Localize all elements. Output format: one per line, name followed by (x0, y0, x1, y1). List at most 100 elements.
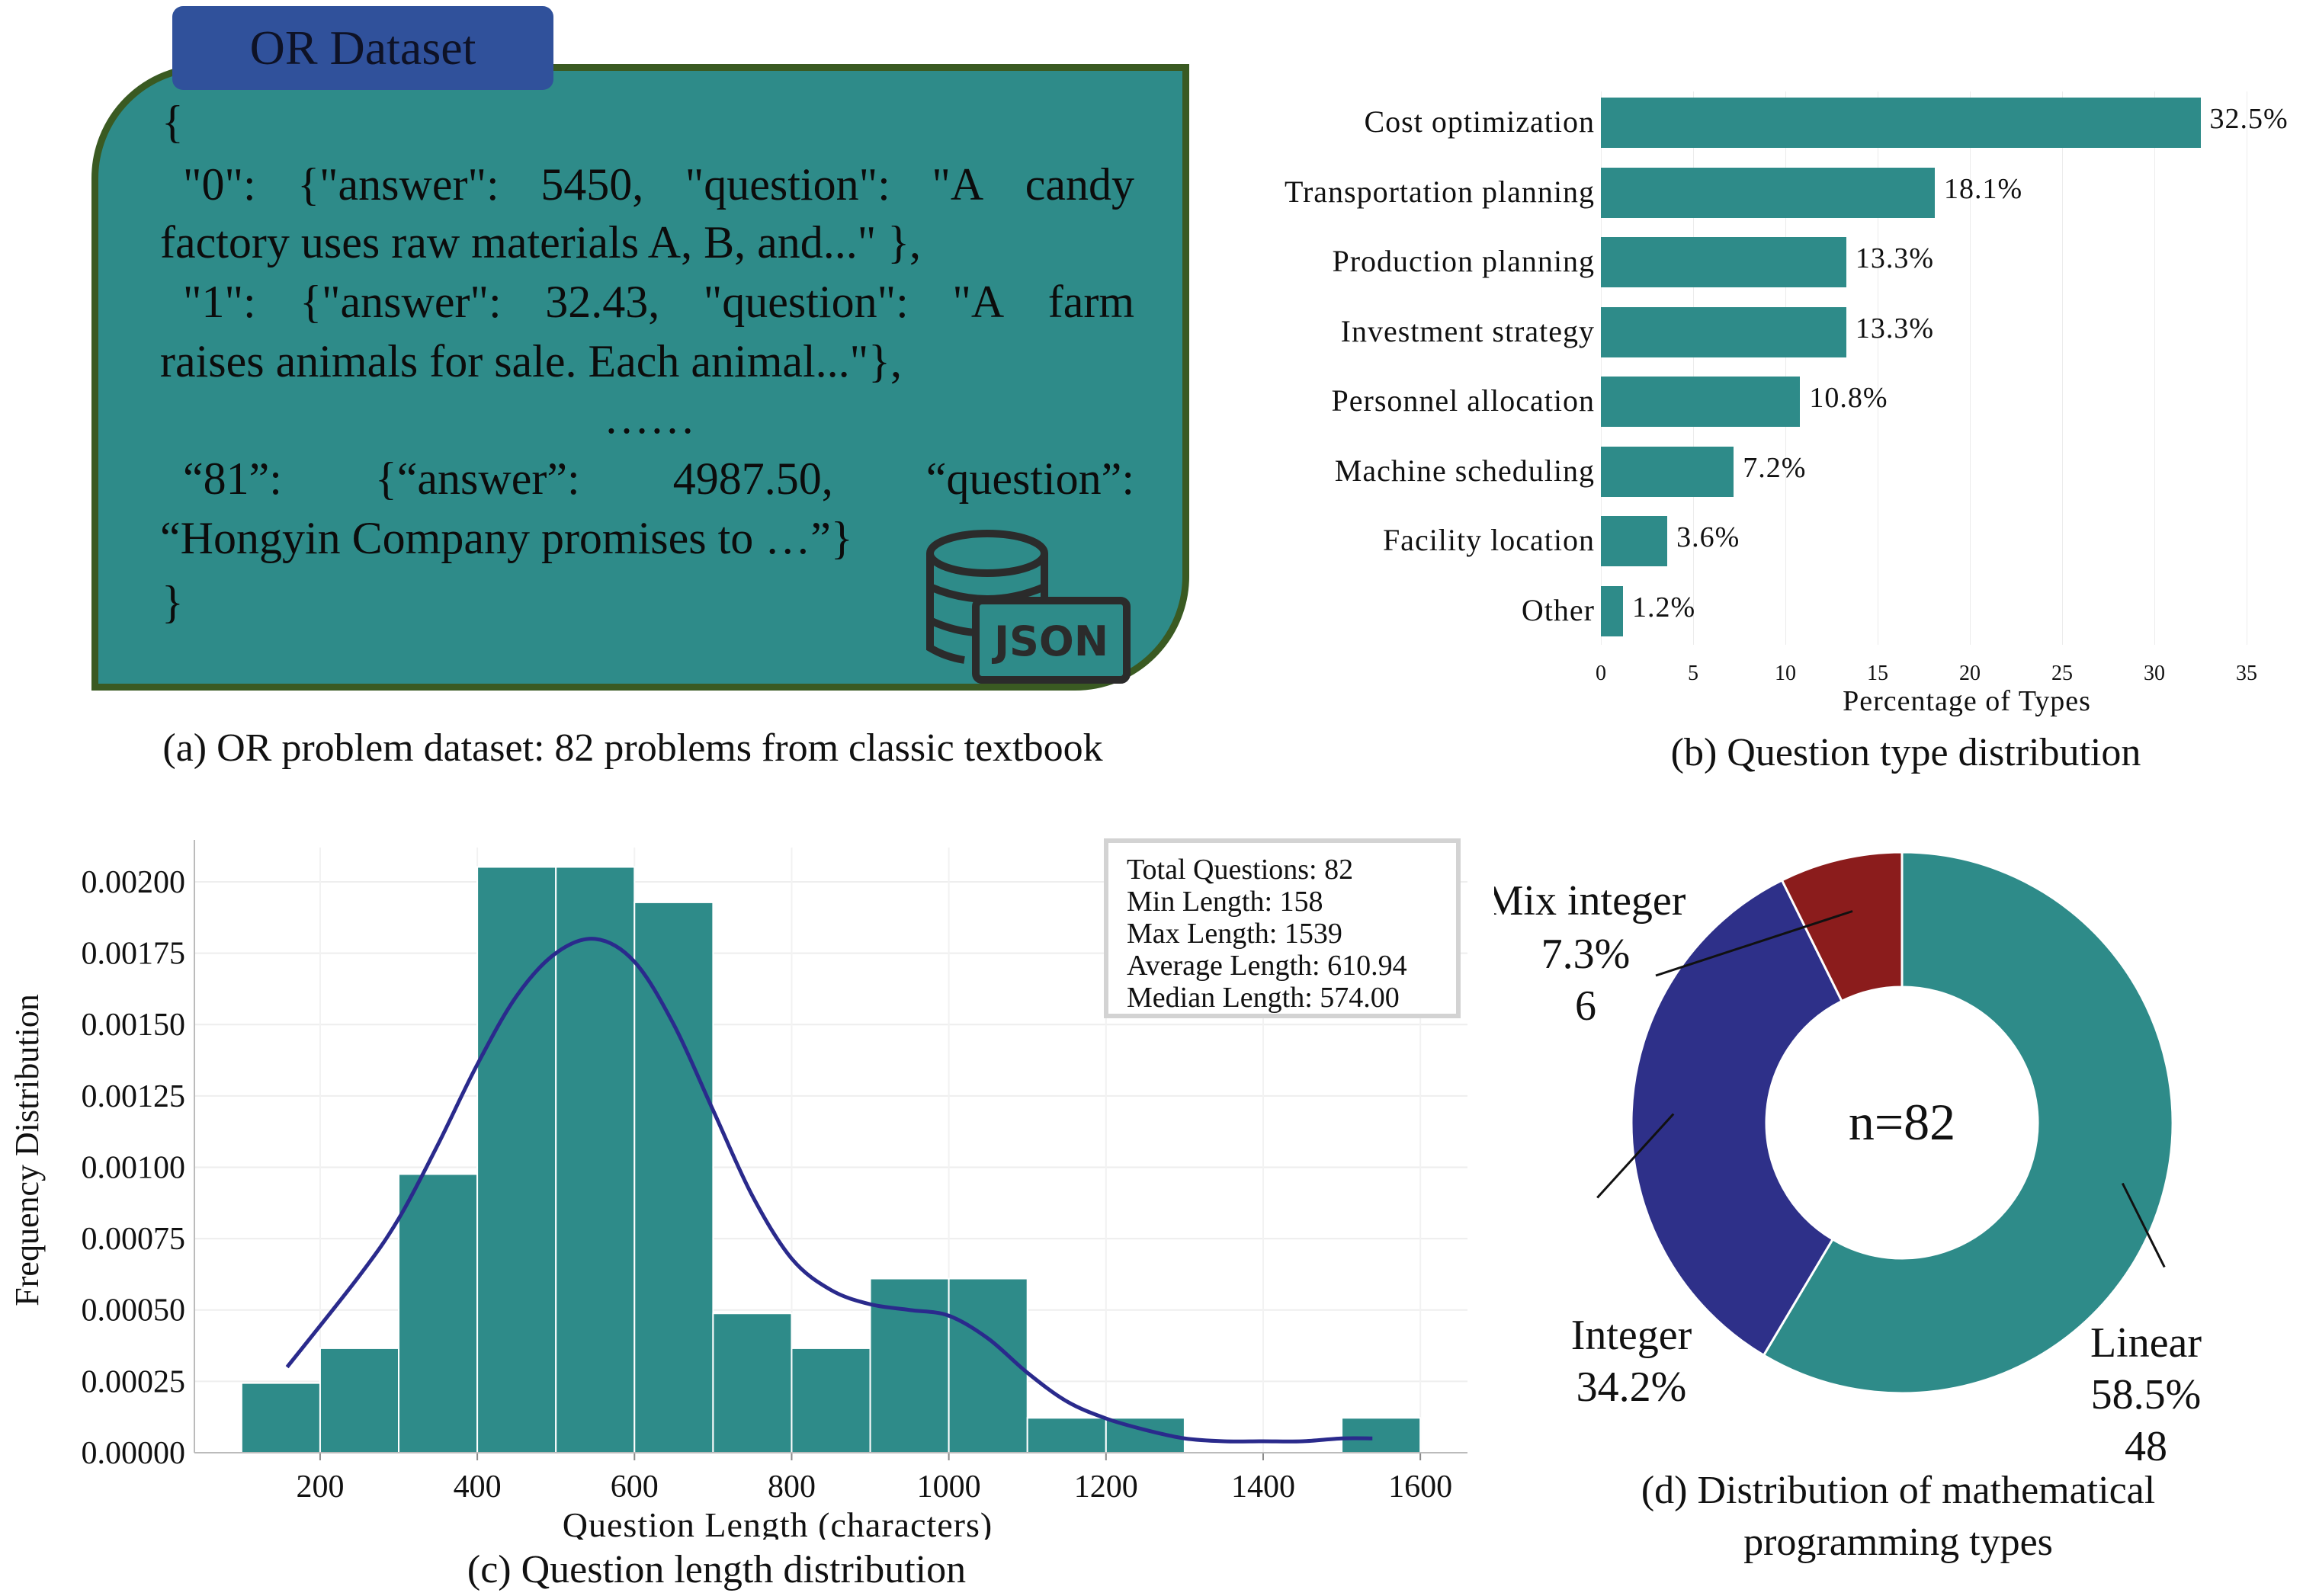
donut-slice (1762, 851, 2174, 1395)
category-label: Other (1521, 592, 1595, 627)
leader-line (2121, 1182, 2166, 1268)
histogram-bar (1341, 1417, 1422, 1454)
x-tick-label: 15 (1867, 662, 1888, 685)
value-label: 3.6% (1676, 521, 1740, 553)
category-label: Transportation planning (1284, 174, 1595, 209)
caption-d-line2: programming types (1743, 1521, 2053, 1564)
y-tick-label: 0.00000 (82, 1436, 186, 1471)
json-token: 32.43, (545, 277, 660, 327)
label-mix-integer: Mix integer (1494, 877, 1686, 925)
histogram-bar (398, 1173, 479, 1453)
value-label: 18.1% (1944, 172, 2023, 205)
donut-slice (1780, 851, 1904, 1003)
x-tick-label: 30 (2144, 662, 2165, 685)
json-token: 5450, (540, 159, 644, 210)
histogram-bar (319, 1347, 400, 1454)
category-label: Facility location (1382, 523, 1595, 557)
caption-a: (a) OR problem dataset: 82 problems from… (162, 726, 1103, 770)
x-tick-label: 400 (454, 1469, 502, 1505)
value-label: 10.8% (1809, 382, 1888, 414)
caption-d-line1: (d) Distribution of mathematical (1641, 1469, 2156, 1512)
json-token: "question": (685, 159, 890, 210)
database-json-icon: JSON (926, 530, 1131, 684)
bar (1601, 237, 1846, 287)
label-linear: Linear (2090, 1319, 2202, 1367)
x-tick-label: 0 (1596, 662, 1606, 685)
json-token: candy (1025, 159, 1134, 210)
label-linear-percent: 58.5% (2091, 1371, 2202, 1418)
stat-min: Min Length: 158 (1127, 886, 1323, 918)
json-token: "question": (703, 277, 909, 327)
stat-max: Max Length: 1539 (1127, 918, 1342, 950)
y-axis-title: Frequency Distribution (8, 994, 46, 1306)
histogram-bar (791, 1347, 871, 1454)
histogram-bar (948, 1277, 1028, 1453)
x-tick-label: 1000 (917, 1469, 981, 1505)
json-ellipsis: …… (604, 393, 695, 443)
y-tick-label: 0.00025 (82, 1364, 186, 1399)
gridline (2154, 91, 2155, 645)
json-token: {"answer": (300, 277, 502, 327)
value-label: 13.3% (1855, 312, 1935, 345)
label-linear-count: 48 (2125, 1423, 2167, 1470)
x-tick-label: 35 (2236, 662, 2257, 685)
histogram-bar (712, 1312, 793, 1453)
x-tick-label: 1200 (1074, 1469, 1138, 1505)
x-tick-label: 10 (1775, 662, 1796, 685)
x-tick-label: 25 (2051, 662, 2073, 685)
json-token: "0": (183, 159, 256, 210)
x-axis-title: Percentage of Types (1843, 685, 2091, 717)
x-tick-label: 600 (611, 1469, 659, 1505)
y-tick-label: 0.00125 (82, 1079, 186, 1114)
category-label: Production planning (1332, 244, 1595, 278)
json-line-2: factory uses raw materials A, B, and..."… (160, 217, 922, 268)
json-token: {“answer”: (374, 453, 580, 504)
donut-center-label: n=82 (1849, 1093, 1955, 1151)
histogram-bar (240, 1382, 321, 1454)
bar (1601, 446, 1734, 497)
bar (1601, 306, 1846, 357)
json-line-5: “81”: {“answer”: 4987.50, “question”: (183, 453, 1134, 505)
category-label: Cost optimization (1364, 104, 1595, 139)
gridline (1601, 91, 1602, 645)
x-axis-title: Question Length (characters) (563, 1505, 993, 1540)
histogram-bar (1026, 1417, 1107, 1454)
x-tick-label: 1600 (1388, 1469, 1452, 1505)
value-label: 1.2% (1632, 591, 1696, 623)
label-mix-integer-percent: 7.3% (1541, 931, 1631, 978)
kde-line (285, 937, 1373, 1444)
json-icon-label: JSON (991, 617, 1108, 665)
dataset-title-tab: OR Dataset (172, 6, 553, 90)
value-label: 32.5% (2209, 103, 2289, 135)
x-tick-label: 5 (1688, 662, 1698, 685)
label-integer-percent: 34.2% (1576, 1364, 1687, 1411)
json-token: "A (952, 277, 1005, 327)
stat-average: Average Length: 610.94 (1127, 950, 1407, 982)
bar (1601, 377, 1801, 427)
json-line-6: “Hongyin Company promises to …”} (160, 513, 853, 563)
label-mix-integer-count: 6 (1575, 982, 1596, 1030)
bar (1601, 98, 2201, 148)
category-label: Machine scheduling (1334, 453, 1595, 488)
leader-line (1596, 1113, 1675, 1199)
x-tick-label: 20 (1959, 662, 1981, 685)
json-token: “81”: (183, 453, 282, 504)
y-tick-label: 0.00200 (82, 865, 186, 900)
histogram-bar (633, 901, 714, 1454)
json-token: "1": (183, 277, 256, 327)
length-histogram: 0.00000 0.00025 0.00050 0.00075 0.00100 0.001… (8, 840, 1467, 1540)
dataset-panel (91, 64, 1189, 691)
gridline (1785, 91, 1786, 645)
stat-median: Median Length: 574.00 (1127, 982, 1400, 1014)
y-tick-label: 0.00050 (82, 1293, 186, 1328)
y-tick-label: 0.00100 (82, 1150, 186, 1185)
stat-total: Total Questions: 82 (1127, 854, 1354, 886)
json-close-brace: } (162, 577, 184, 627)
donut-slice (1630, 878, 1844, 1357)
x-tick-label: 1400 (1231, 1469, 1295, 1505)
bar (1601, 167, 1936, 218)
json-line-3: "1": {"answer": 32.43, "question": "A farm (183, 276, 1134, 328)
y-tick-label: 0.00150 (82, 1008, 186, 1043)
caption-c: (c) Question length distribution (467, 1548, 967, 1591)
